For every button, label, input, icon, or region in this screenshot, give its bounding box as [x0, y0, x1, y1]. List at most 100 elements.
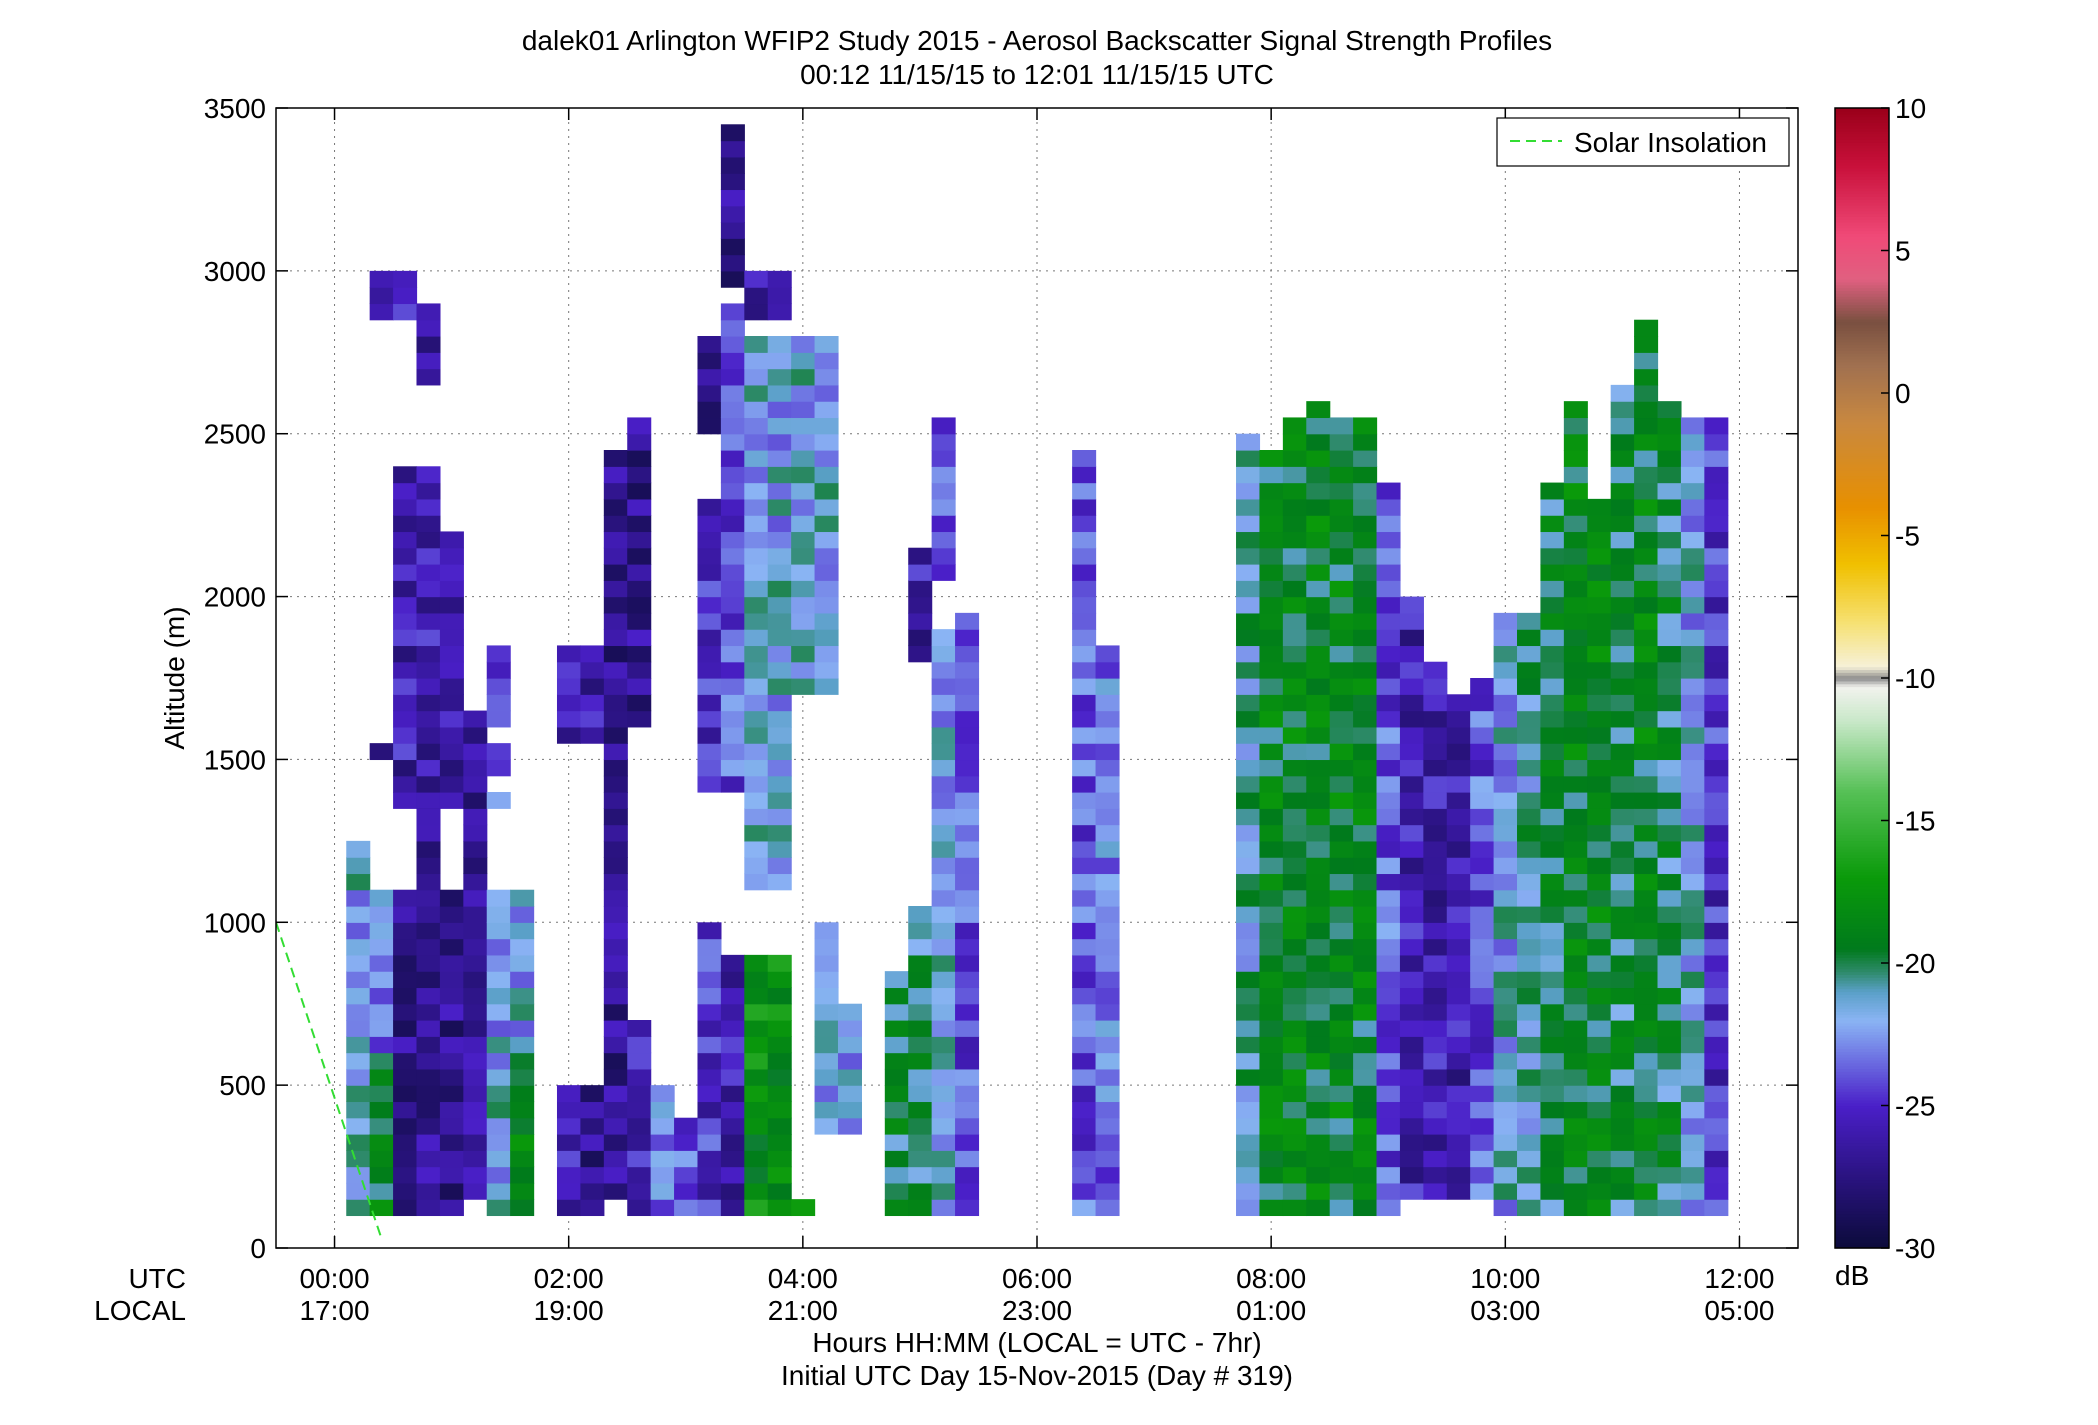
heatmap-cell: [1329, 938, 1354, 956]
heatmap-cell: [1353, 564, 1378, 581]
colorbar-swatch: [1835, 475, 1889, 480]
colorbar-swatch: [1835, 227, 1889, 232]
heatmap-cell: [1329, 498, 1354, 516]
heatmap-cell: [1540, 954, 1565, 972]
colorbar-swatch: [1835, 957, 1889, 961]
heatmap-cell: [814, 417, 839, 435]
heatmap-cell: [1072, 792, 1097, 809]
heatmap-cell: [580, 1199, 605, 1217]
heatmap-cell: [1634, 792, 1659, 809]
heatmap-cell: [439, 1052, 464, 1070]
colorbar-swatch: [1835, 777, 1889, 782]
heatmap-cell: [744, 840, 769, 858]
colorbar-swatch: [1835, 757, 1889, 762]
heatmap-cell: [416, 580, 441, 598]
colorbar-swatch: [1835, 444, 1889, 448]
colorbar-swatch: [1835, 1068, 1889, 1072]
heatmap-cell: [1587, 596, 1612, 614]
heatmap-cell: [486, 1134, 511, 1151]
heatmap-cell: [1306, 889, 1331, 907]
heatmap-cell: [603, 612, 628, 630]
heatmap-cell: [510, 1085, 535, 1103]
heatmap-cell: [837, 1085, 862, 1103]
heatmap-cell: [1563, 873, 1588, 891]
heatmap-cell: [1353, 1020, 1378, 1037]
colorbar-swatch: [1835, 202, 1889, 206]
heatmap-cell: [908, 954, 933, 972]
heatmap-cell: [1704, 808, 1729, 826]
colorbar-swatch: [1835, 672, 1889, 676]
x-tick-label-local: 05:00: [1704, 1295, 1774, 1326]
heatmap-cell: [1517, 889, 1542, 907]
heatmap-cell: [1563, 1068, 1588, 1086]
colorbar-swatch: [1835, 484, 1889, 488]
colorbar-swatch: [1835, 980, 1889, 984]
heatmap-cell: [767, 678, 792, 695]
heatmap-cell: [1587, 1182, 1612, 1200]
colorbar-swatch: [1835, 452, 1889, 457]
heatmap-cell: [1563, 564, 1588, 581]
heatmap-cell: [931, 531, 956, 549]
heatmap-cell: [1072, 629, 1097, 647]
heatmap-cell: [1563, 1085, 1588, 1103]
heatmap-cell: [884, 1003, 909, 1021]
heatmap-cell: [1329, 531, 1354, 549]
heatmap-cell: [580, 726, 605, 744]
colorbar-frame: [1834, 107, 1890, 1249]
heatmap-cell: [486, 971, 511, 989]
heatmap-cell: [1353, 1150, 1378, 1168]
heatmap-cell: [393, 1199, 418, 1217]
heatmap-cell: [1095, 678, 1120, 695]
heatmap-cell: [1563, 743, 1588, 761]
heatmap-cell: [463, 1003, 488, 1021]
heatmap-cell: [1282, 694, 1307, 712]
heatmap-cell: [1072, 466, 1097, 484]
heatmap-cell: [1399, 824, 1424, 842]
colorbar-swatch: [1835, 165, 1889, 169]
heatmap-cell: [1306, 1020, 1331, 1037]
heatmap-cell: [1657, 694, 1682, 712]
heatmap-cell: [1236, 922, 1261, 940]
colorbar-swatch: [1835, 273, 1889, 277]
heatmap-cell: [1399, 1182, 1424, 1200]
heatmap-cell: [1610, 498, 1635, 516]
heatmap-cell: [486, 1020, 511, 1037]
heatmap-cell: [1446, 743, 1471, 761]
heatmap-cell: [1072, 857, 1097, 875]
heatmap-cell: [416, 352, 441, 370]
heatmap-cell: [744, 384, 769, 402]
heatmap-cell: [1329, 726, 1354, 744]
heatmap-cell: [1353, 482, 1378, 500]
heatmap-cell: [369, 987, 394, 1005]
colorbar-swatch: [1835, 336, 1889, 340]
colorbar-swatch: [1835, 538, 1889, 542]
heatmap-cell: [1657, 971, 1682, 989]
heatmap-cell: [439, 922, 464, 940]
heatmap-cell: [908, 1085, 933, 1103]
colorbar-swatch: [1835, 1173, 1889, 1178]
colorbar-swatch: [1835, 318, 1889, 323]
colorbar-swatch: [1835, 407, 1889, 411]
heatmap-cell: [1704, 987, 1729, 1005]
heatmap-cell: [955, 889, 980, 907]
heatmap-cell: [814, 922, 839, 940]
heatmap-cell: [1634, 922, 1659, 940]
heatmap-cell: [1704, 580, 1729, 598]
heatmap-cell: [1634, 775, 1659, 793]
heatmap-cell: [439, 1068, 464, 1086]
heatmap-cell: [1493, 694, 1518, 712]
heatmap-cell: [697, 531, 722, 549]
heatmap-cell: [1587, 857, 1612, 875]
heatmap-cell: [1493, 645, 1518, 663]
heatmap-cell: [510, 922, 535, 940]
heatmap-cell: [1587, 661, 1612, 679]
heatmap-cell: [697, 1085, 722, 1103]
heatmap-cell: [1704, 596, 1729, 614]
heatmap-cell: [580, 678, 605, 695]
colorbar-swatch: [1835, 703, 1889, 708]
heatmap-cell: [1610, 1020, 1635, 1037]
heatmap-cell: [1423, 710, 1448, 728]
heatmap-cell: [767, 303, 792, 321]
heatmap-cell: [1306, 971, 1331, 989]
heatmap-cell: [1540, 938, 1565, 956]
